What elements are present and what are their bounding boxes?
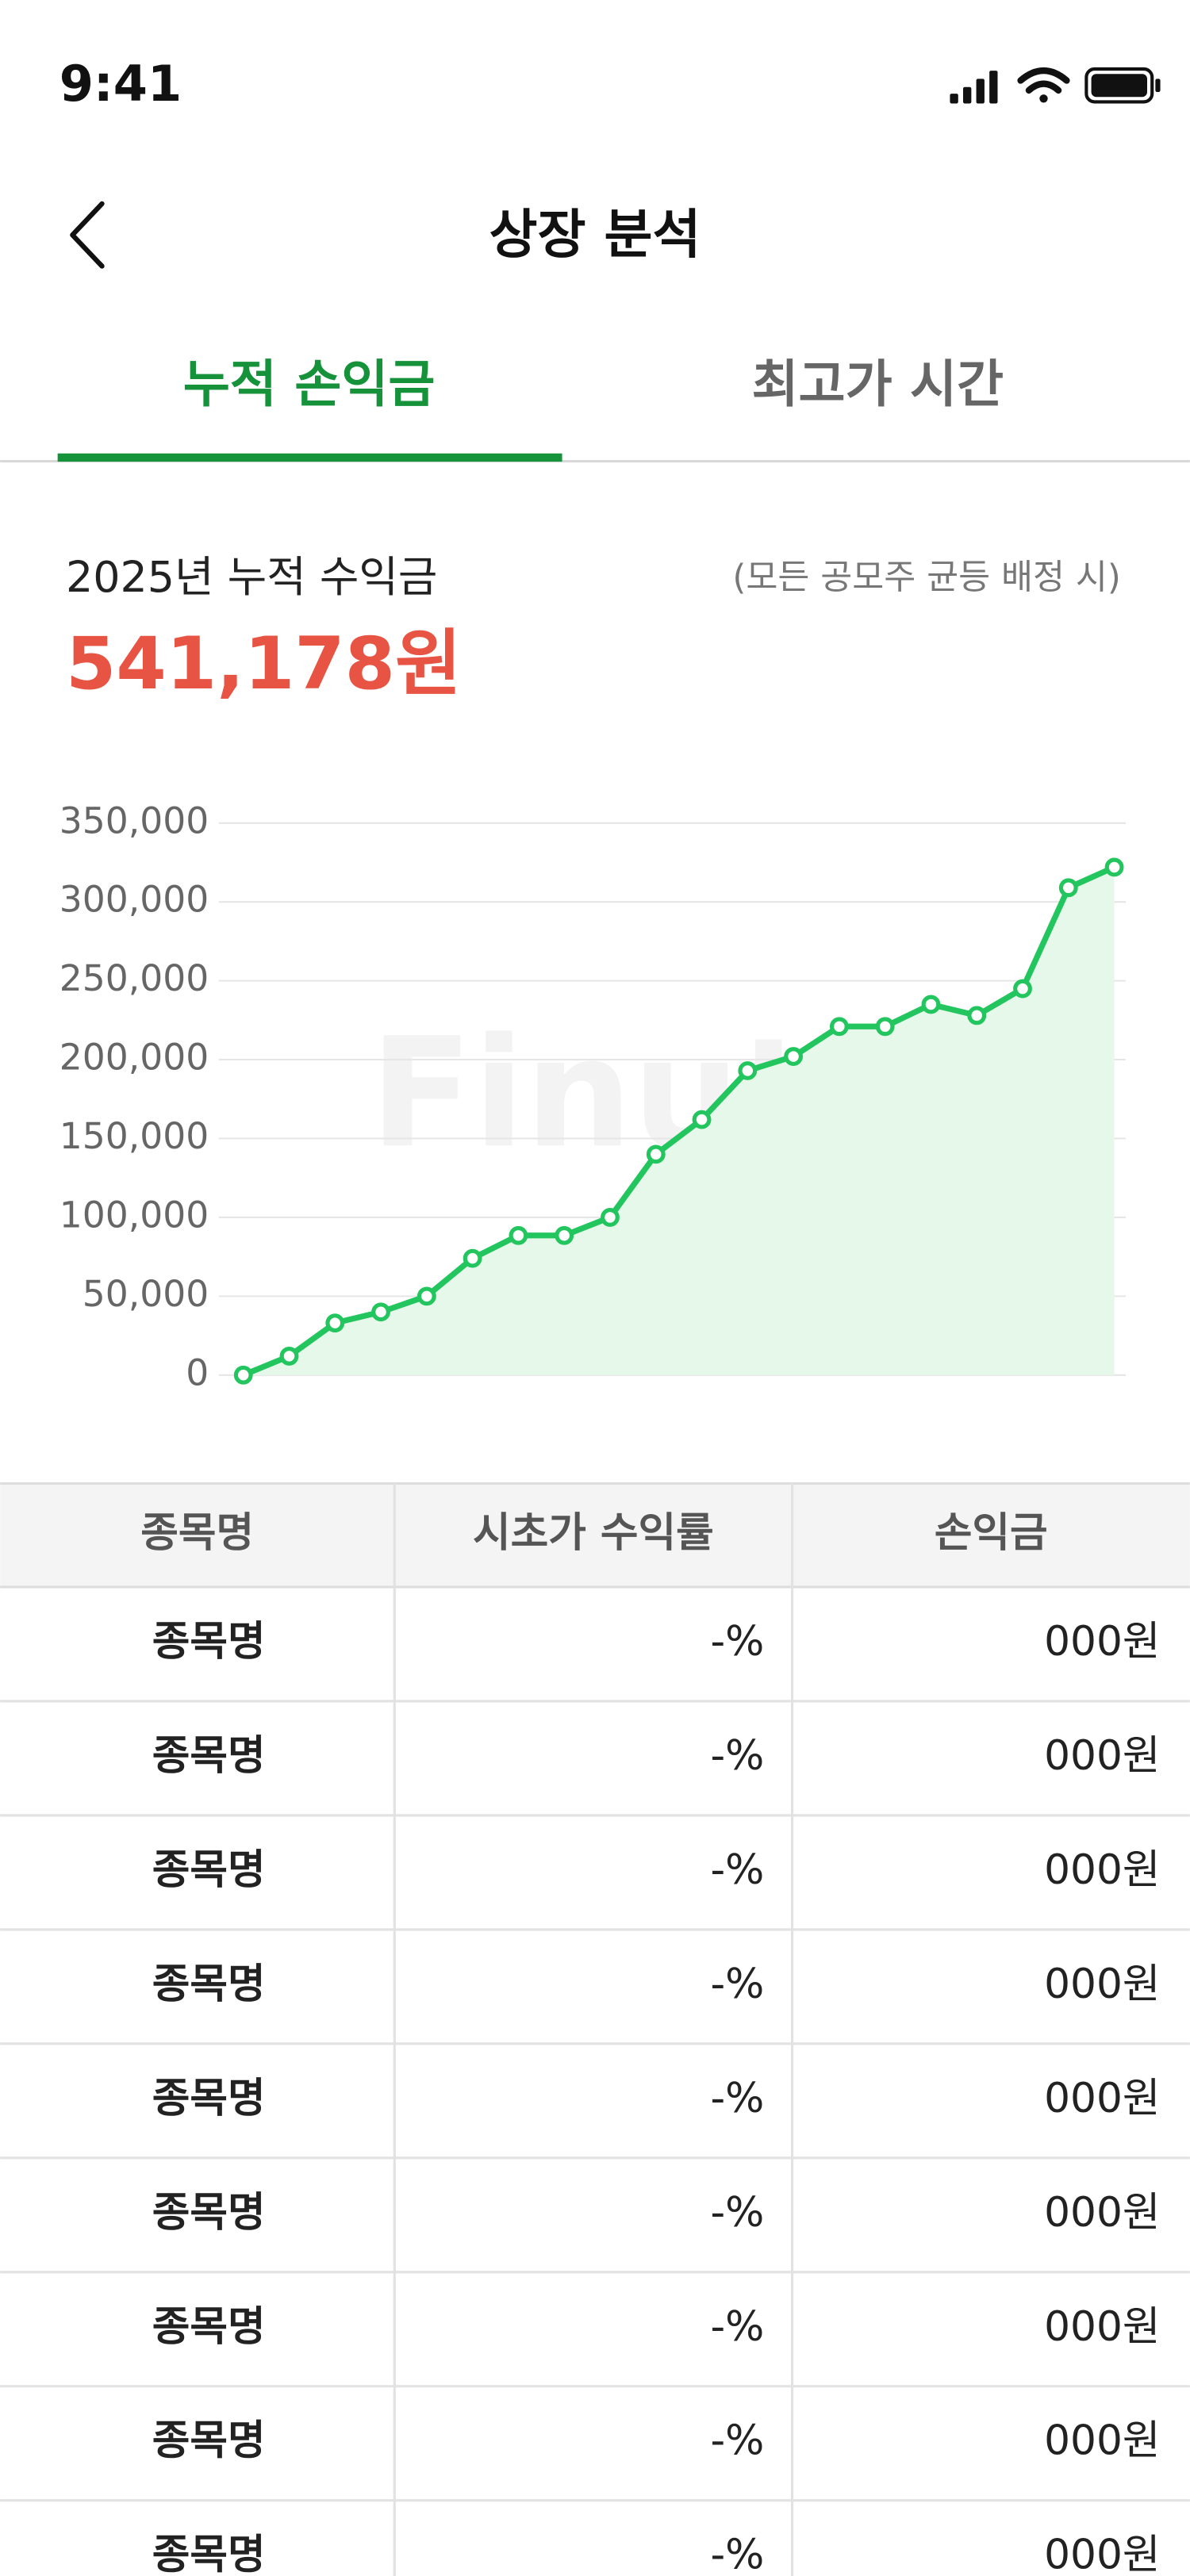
table-cell: 종목명 <box>152 1961 266 2008</box>
table-cell: 종목명 <box>152 2189 266 2237</box>
table-header-bg <box>0 1483 1190 1587</box>
y-tick-label: 350,000 <box>60 799 209 841</box>
table-cell: 000원 <box>1044 1732 1160 1780</box>
point <box>555 1225 574 1245</box>
y-tick-label: 100,000 <box>60 1194 209 1236</box>
table-cell: -% <box>710 2075 764 2122</box>
point <box>1058 878 1078 898</box>
chart: 0 50,000 100,000 150,000 200,000 250,000 300,0… <box>60 799 1127 1393</box>
table-cell: 종목명 <box>152 1846 266 1894</box>
table-cell: 종목명 <box>152 2532 266 2576</box>
point <box>692 1110 712 1129</box>
summary-label: 2025년 누적 수익금 <box>66 552 437 602</box>
point <box>1013 979 1032 999</box>
y-tick-label: 0 <box>186 1351 209 1393</box>
point <box>279 1347 299 1366</box>
table-cell: -% <box>710 2417 764 2465</box>
page-title: 상장 분석 <box>489 203 701 265</box>
table-cell: 000원 <box>1044 2532 1160 2576</box>
tab[interactable]: 최고가 시간 <box>751 355 1004 414</box>
area <box>243 867 1115 1375</box>
tab-indicator <box>57 453 562 462</box>
point <box>463 1248 482 1268</box>
point <box>509 1225 528 1245</box>
y-tick-label: 150,000 <box>60 1115 209 1157</box>
table-cell: 종목명 <box>152 1732 266 1780</box>
tab-divider <box>0 460 1190 463</box>
point <box>1104 857 1124 877</box>
point <box>646 1144 666 1164</box>
y-tick-label: 50,000 <box>83 1273 209 1315</box>
table-cell: -% <box>710 1618 764 1666</box>
table-cell: -% <box>710 2532 764 2576</box>
table-cell: 종목명 <box>152 2303 266 2351</box>
point <box>784 1047 804 1067</box>
y-tick-label: 250,000 <box>60 957 209 999</box>
table-cell: 000원 <box>1044 2189 1160 2237</box>
table-cell: -% <box>710 2189 764 2237</box>
point <box>601 1208 620 1227</box>
table-cell: 000원 <box>1044 2417 1160 2465</box>
status-time: 9:41 <box>60 55 182 113</box>
table-cell: 000원 <box>1044 2075 1160 2122</box>
point <box>325 1313 345 1333</box>
table-cell: 종목명 <box>152 2075 266 2122</box>
point <box>416 1286 436 1306</box>
table-header: 손익금 <box>935 1509 1048 1557</box>
wifi-icon <box>1017 67 1070 103</box>
summary-value: 541,178원 <box>66 622 462 706</box>
point <box>921 995 941 1014</box>
table-cell: 종목명 <box>152 1618 266 1666</box>
table-cell: -% <box>710 1732 764 1780</box>
point <box>233 1365 253 1385</box>
table-cell: 종목명 <box>152 2417 266 2465</box>
table-cell: 000원 <box>1044 1846 1160 1894</box>
table-cell: -% <box>710 2303 764 2351</box>
table-header: 시초가 수익률 <box>473 1509 714 1557</box>
point <box>967 1006 987 1025</box>
table-cell: -% <box>710 1846 764 1894</box>
point <box>829 1017 849 1037</box>
tab[interactable]: 누적 손익금 <box>183 355 436 414</box>
table-cell: -% <box>710 1961 764 2008</box>
table-header: 종목명 <box>140 1509 254 1557</box>
signal-icon <box>950 71 998 104</box>
summary-note: (모든 공모주 균등 배정 시) <box>732 558 1120 598</box>
back-button[interactable] <box>70 201 105 269</box>
y-tick-label: 300,000 <box>60 879 209 921</box>
point <box>371 1302 390 1322</box>
y-tick-label: 200,000 <box>60 1037 209 1079</box>
point <box>738 1061 758 1080</box>
point <box>875 1017 895 1037</box>
table-cell: 000원 <box>1044 1961 1160 2008</box>
table-cell: 000원 <box>1044 1618 1160 1666</box>
table-cell: 000원 <box>1044 2303 1160 2351</box>
battery-icon <box>1084 67 1161 104</box>
